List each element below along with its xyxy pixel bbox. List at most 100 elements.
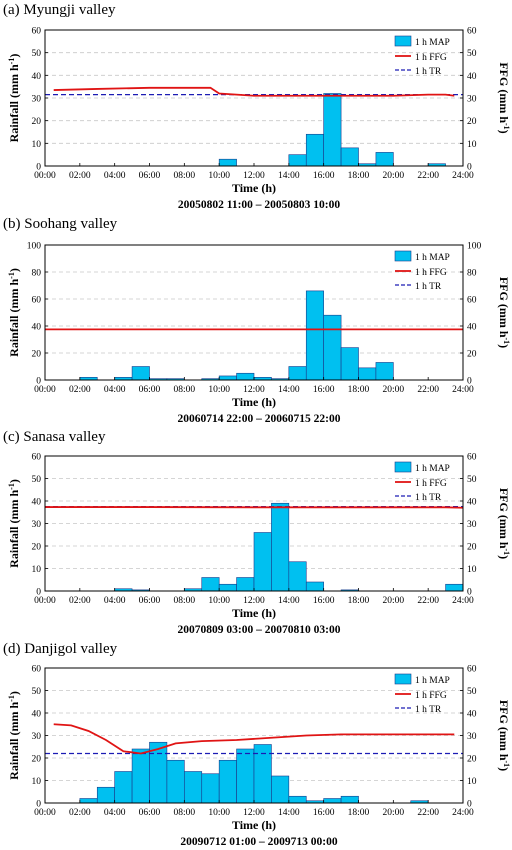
x-tick-label: 08:00	[174, 808, 196, 818]
y-tick-label: 0	[36, 377, 41, 387]
y2-axis-label: FFG (mm h-1)	[497, 62, 512, 133]
y-tick-label: 30	[32, 732, 42, 742]
y-tick-label: 0	[36, 163, 41, 173]
map-bar	[340, 347, 359, 381]
y2-tick-label: 50	[467, 49, 477, 59]
x-tick-label: 02:00	[69, 596, 91, 606]
x-tick-label: 20:00	[383, 385, 405, 395]
panel-title: (c) Sanasa valley	[3, 429, 106, 445]
y-tick-label: 30	[32, 520, 42, 530]
y-tick-label: 40	[32, 710, 42, 720]
map-bar	[218, 375, 237, 381]
legend-ffg-label: 1 h FFG	[415, 53, 447, 63]
x-tick-label: 10:00	[208, 596, 230, 606]
y2-tick-label: 40	[467, 323, 477, 333]
y2-tick-label: 20	[467, 117, 477, 127]
legend-map-label: 1 h MAP	[415, 464, 450, 474]
x-tick-label: 04:00	[104, 171, 126, 181]
x-tick-label: 04:00	[104, 385, 126, 395]
y2-tick-label: 50	[467, 687, 477, 697]
y-tick-label: 50	[32, 49, 42, 59]
y-tick-label: 80	[32, 269, 42, 279]
y2-tick-label: 20	[467, 755, 477, 765]
event-period: 20050802 11:00 – 20050803 10:00	[178, 199, 341, 211]
ffg-line	[53, 86, 455, 97]
y-tick-label: 100	[27, 242, 42, 252]
map-bar	[114, 771, 133, 804]
x-tick-label: 18:00	[348, 808, 370, 818]
x-tick-label: 08:00	[174, 385, 196, 395]
legend-ffg-label: 1 h FFG	[415, 479, 447, 489]
event-period: 20070809 03:00 – 20070810 03:00	[178, 624, 341, 636]
y-tick-label: 0	[36, 588, 41, 598]
map-bar	[375, 362, 394, 381]
map-bar	[184, 771, 203, 804]
y2-tick-label: 50	[467, 475, 477, 485]
y2-tick-label: 100	[467, 242, 482, 252]
y2-tick-label: 10	[467, 777, 477, 787]
map-bar	[271, 502, 290, 592]
y-tick-label: 40	[32, 498, 42, 508]
chart-panel: (d) Danjigol valley 0 0 10 10 20 20 30 30 40 40 50 5…	[3, 641, 512, 848]
chart-panel: (a) Myungji valley 0 0 10 10 20 20 30 30 40 40 50 50…	[3, 2, 512, 211]
legend-map-swatch	[394, 461, 412, 473]
panel-title: (d) Danjigol valley	[3, 641, 118, 657]
map-bar	[288, 154, 307, 167]
ffg-line	[53, 723, 455, 755]
legend-tr-label: 1 h TR	[415, 705, 442, 715]
map-bar	[218, 158, 237, 167]
x-tick-label: 02:00	[69, 808, 91, 818]
panel-title: (b) Soohang valley	[3, 216, 118, 232]
y2-tick-label: 30	[467, 732, 477, 742]
y2-tick-label: 30	[467, 520, 477, 530]
x-tick-label: 08:00	[174, 171, 196, 181]
x-tick-label: 00:00	[34, 171, 56, 181]
x-tick-label: 06:00	[139, 596, 161, 606]
map-bar	[323, 93, 342, 167]
map-bar	[201, 577, 220, 592]
x-tick-label: 12:00	[243, 596, 265, 606]
map-bar	[236, 577, 255, 592]
map-bar	[201, 773, 220, 804]
y-axis-label: Rainfall (mm h-1)	[7, 691, 22, 780]
x-tick-label: 16:00	[313, 808, 335, 818]
x-tick-label: 18:00	[348, 171, 370, 181]
y-axis-label: Rainfall (mm h-1)	[7, 54, 22, 143]
x-tick-label: 14:00	[278, 596, 300, 606]
legend-map-label: 1 h MAP	[415, 676, 450, 686]
map-bar	[271, 775, 290, 804]
y2-tick-label: 0	[467, 800, 472, 810]
y-tick-label: 20	[32, 117, 42, 127]
y2-tick-label: 60	[467, 665, 477, 675]
y-tick-label: 60	[32, 665, 42, 675]
x-tick-label: 12:00	[243, 385, 265, 395]
map-bar	[305, 290, 324, 381]
y-tick-label: 20	[32, 350, 42, 360]
map-bar	[323, 314, 342, 381]
y2-tick-label: 20	[467, 350, 477, 360]
legend-map-label: 1 h MAP	[415, 38, 450, 48]
x-axis-label: Time (h)	[232, 181, 276, 195]
y2-tick-label: 40	[467, 72, 477, 82]
map-bar	[375, 152, 394, 167]
x-tick-label: 24:00	[452, 808, 474, 818]
map-bar	[288, 795, 307, 804]
map-bar	[288, 561, 307, 592]
x-tick-label: 08:00	[174, 596, 196, 606]
y2-tick-label: 30	[467, 95, 477, 105]
x-tick-label: 06:00	[139, 385, 161, 395]
plot-frame	[44, 244, 464, 381]
x-tick-label: 22:00	[417, 808, 439, 818]
y2-axis-label: FFG (mm h-1)	[497, 277, 512, 348]
y-tick-label: 0	[36, 800, 41, 810]
x-tick-label: 00:00	[34, 808, 56, 818]
x-tick-label: 10:00	[208, 808, 230, 818]
legend-tr-label: 1 h TR	[415, 493, 442, 503]
x-tick-label: 10:00	[208, 385, 230, 395]
chart-panels: (a) Myungji valley 0 0 10 10 20 20 30 30 40 40 50 50…	[3, 2, 512, 848]
y-tick-label: 40	[32, 323, 42, 333]
x-tick-label: 18:00	[348, 385, 370, 395]
x-tick-label: 02:00	[69, 171, 91, 181]
x-tick-label: 14:00	[278, 171, 300, 181]
y2-tick-label: 10	[467, 565, 477, 575]
